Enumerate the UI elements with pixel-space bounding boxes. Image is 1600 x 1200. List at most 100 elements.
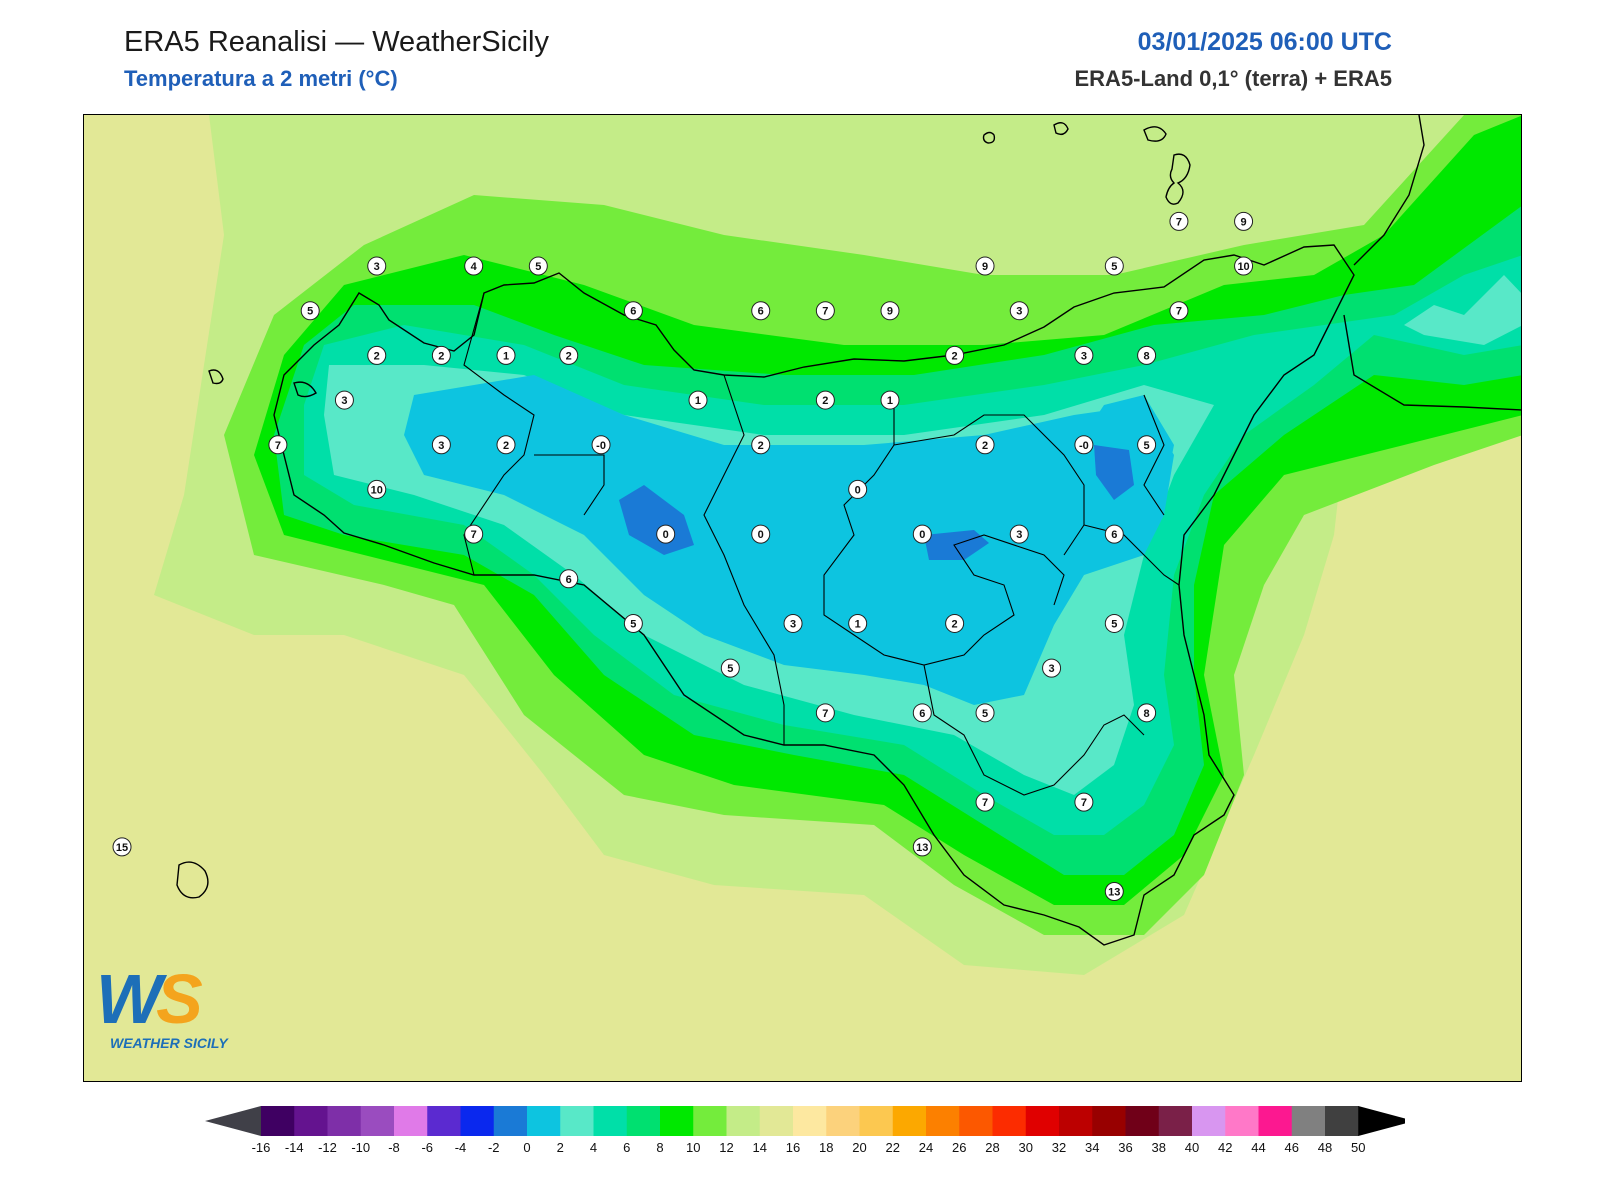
station-circle [975, 703, 995, 723]
station-marker: 9 [880, 301, 900, 321]
station-temperature: 5 [1111, 618, 1117, 630]
station-temperature: 8 [1144, 708, 1150, 720]
colorbar-cell [826, 1106, 860, 1136]
station-marker: 8 [1137, 703, 1157, 723]
station-temperature: 2 [952, 618, 958, 630]
station-circle [815, 390, 835, 410]
station-circle [431, 435, 451, 455]
station-marker: 7 [1074, 792, 1094, 812]
colorbar-tick-label: -4 [455, 1140, 467, 1155]
station-circle [1234, 211, 1254, 231]
colorbar-tick-label: -14 [285, 1140, 304, 1155]
station-circle [1104, 882, 1124, 902]
station-temperature: 3 [374, 261, 380, 273]
band-minus2-0-center [924, 530, 989, 560]
station-temperature: 2 [822, 395, 828, 407]
station-temperature: 1 [695, 395, 701, 407]
station-circle [559, 569, 579, 589]
station-marker: 2 [431, 345, 451, 365]
station-circle [880, 390, 900, 410]
station-circle [688, 390, 708, 410]
weathersicily-logo: WS WEATHER SICILY [96, 959, 256, 1051]
station-circle [496, 345, 516, 365]
station-circle [300, 301, 320, 321]
station-marker: 1 [848, 613, 868, 633]
colorbar-tick-label: -16 [252, 1140, 271, 1155]
station-marker: 2 [815, 390, 835, 410]
station-circle [912, 703, 932, 723]
colorbar-cell [1092, 1106, 1126, 1136]
station-marker: 6 [751, 301, 771, 321]
station-temperature: 2 [438, 350, 444, 362]
station-circle [1009, 301, 1029, 321]
station-temperature: 0 [855, 484, 861, 496]
band-0-2 [404, 375, 1174, 705]
pantelleria-island [176, 861, 209, 899]
station-temperature: 9 [982, 261, 988, 273]
colorbar-tick-label: 18 [819, 1140, 833, 1155]
station-circle [367, 345, 387, 365]
station-temperature: 2 [566, 350, 572, 362]
station-temperature: 6 [919, 708, 925, 720]
colorbar-tick-label: 24 [919, 1140, 933, 1155]
colorbar-tick-label: 30 [1019, 1140, 1033, 1155]
station-circle [1137, 435, 1157, 455]
station-circle [496, 435, 516, 455]
station-marker: 3 [1009, 301, 1029, 321]
station-marker: 8 [1137, 345, 1157, 365]
station-marker: 7 [268, 435, 288, 455]
station-marker: 5 [1137, 435, 1157, 455]
station-temperature: 7 [1176, 216, 1182, 228]
station-temperature: 7 [275, 440, 281, 452]
station-marker: 2 [975, 435, 995, 455]
station-circle [591, 435, 611, 455]
station-circle [1074, 345, 1094, 365]
station-circle [720, 658, 740, 678]
colorbar-tick-label: -8 [388, 1140, 400, 1155]
colorbar-tick-label: 48 [1318, 1140, 1332, 1155]
colorbar-tick-label: 50 [1351, 1140, 1365, 1155]
station-circle [1137, 703, 1157, 723]
station-temperature: 2 [758, 440, 764, 452]
station-marker: 3 [334, 390, 354, 410]
colorbar-cell [327, 1106, 362, 1136]
station-marker: 3 [431, 435, 451, 455]
colorbar-tick-label: 0 [523, 1140, 530, 1155]
station-marker: 7 [815, 301, 835, 321]
station-marker: 6 [912, 703, 932, 723]
station-temperature: 7 [471, 529, 477, 541]
colorbar-cell [859, 1106, 894, 1136]
temperature-colorbar: -16 -14 -12 -10 -8 -6 -4 -2 0 2 4 6 8 10 12 14 16 18 20 22 2… [205, 1106, 1405, 1155]
colorbar-tick-label: 26 [952, 1140, 966, 1155]
station-marker: 5 [720, 658, 740, 678]
temperature-bands [154, 115, 1521, 975]
colorbar-tick-label: 8 [656, 1140, 663, 1155]
station-temperature: 1 [503, 350, 509, 362]
colorbar-cell [1225, 1106, 1259, 1136]
colorbar-cell [1025, 1106, 1060, 1136]
logo-letters: WS [96, 960, 203, 1038]
station-temperature: 6 [758, 306, 764, 318]
colorbar-tick-label: 6 [623, 1140, 630, 1155]
station-marker: 1 [688, 390, 708, 410]
station-circle [1234, 256, 1254, 276]
station-temperature: 7 [1081, 797, 1087, 809]
station-temperature: 5 [535, 261, 541, 273]
colorbar-under-arrow [205, 1106, 261, 1136]
station-circle [464, 256, 484, 276]
station-temperature: 2 [503, 440, 509, 452]
station-circle [945, 345, 965, 365]
colorbar-tick-label: -6 [421, 1140, 433, 1155]
colorbar-cell [793, 1106, 827, 1136]
station-circle [334, 390, 354, 410]
station-marker: 3 [783, 613, 803, 633]
colorbar-cell [892, 1106, 927, 1136]
colorbar-tick-label: 44 [1251, 1140, 1265, 1155]
colorbar-cell [460, 1106, 495, 1136]
station-circle [431, 345, 451, 365]
colorbar-cell [427, 1106, 461, 1136]
colorbar-cell [261, 1106, 295, 1136]
station-marker: 7 [815, 703, 835, 723]
